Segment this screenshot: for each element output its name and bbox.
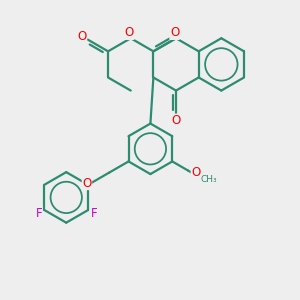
Text: O: O	[191, 166, 200, 178]
Text: F: F	[35, 207, 42, 220]
Text: O: O	[82, 177, 92, 190]
Text: O: O	[124, 26, 134, 39]
Text: O: O	[170, 26, 179, 39]
Text: F: F	[91, 207, 97, 220]
Text: CH₃: CH₃	[200, 176, 217, 184]
Text: O: O	[77, 30, 87, 43]
Text: O: O	[171, 114, 181, 127]
